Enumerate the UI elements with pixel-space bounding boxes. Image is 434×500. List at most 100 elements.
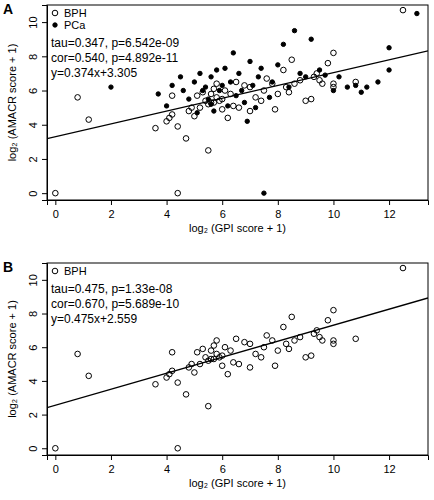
y-tick-mark [42, 448, 47, 449]
point [297, 77, 303, 83]
y-tick-mark [42, 347, 47, 348]
x-axis: 024681012 [48, 455, 429, 475]
x-tick-mark [389, 200, 390, 205]
point [320, 81, 326, 87]
annotation: tau=0.475, p=1.33e-08 [51, 282, 173, 296]
y-tick-mark [42, 159, 47, 160]
point [214, 338, 220, 344]
point [345, 85, 349, 89]
point [219, 353, 225, 359]
x-tick-label: 8 [275, 208, 281, 220]
point [231, 360, 237, 366]
point [264, 76, 270, 82]
point [261, 88, 267, 94]
point [269, 338, 275, 344]
point [281, 42, 285, 46]
panel-label: B [3, 259, 13, 275]
point [175, 190, 181, 196]
panel-label: A [3, 1, 13, 17]
y-tick: 2 [27, 156, 47, 162]
point [175, 445, 181, 451]
point [259, 66, 263, 70]
y-axis: 0246810 [27, 6, 48, 201]
point [256, 75, 260, 79]
point [314, 328, 320, 334]
point [248, 59, 252, 63]
point [183, 392, 189, 398]
point [331, 50, 337, 56]
point [253, 95, 259, 101]
y-axis-title: log₂ (AMACR score + 1) [6, 44, 18, 162]
x-tick-mark [167, 200, 168, 205]
point [387, 68, 391, 72]
x-tick: 2 [108, 200, 114, 220]
point [195, 111, 199, 115]
x-tick-label: 2 [108, 463, 114, 475]
point [214, 68, 218, 72]
point [376, 80, 380, 84]
y-tick-mark [42, 415, 47, 416]
y-tick-mark [42, 381, 47, 382]
x-tick-label: 0 [53, 208, 59, 220]
x-axis-title: log₂ (GPI score + 1) [189, 477, 286, 489]
x-tick-label: 10 [328, 463, 340, 475]
point [286, 89, 292, 95]
x-tick: 4 [164, 455, 170, 475]
point [200, 346, 206, 352]
legend-marker [53, 23, 57, 27]
y-tick-mark [42, 91, 47, 92]
point [219, 96, 225, 102]
point [415, 11, 419, 15]
annotation: tau=0.347, p=6.542e-09 [51, 36, 179, 50]
x-tick: 8 [275, 200, 281, 220]
y-tick-label: 2 [27, 412, 39, 418]
y-axis-title: log₂ (AMACR score + 1) [6, 300, 18, 418]
panel: 0246810120246810log₂ (GPI score + 1)log₂… [3, 1, 429, 234]
point [281, 67, 287, 73]
annotation: cor=0.540, p=4.892e-11 [51, 51, 179, 65]
point [222, 88, 228, 94]
point [53, 445, 59, 451]
y-tick-label: 8 [27, 311, 39, 317]
point [187, 97, 191, 101]
point [365, 85, 369, 89]
point [209, 75, 213, 79]
point [164, 104, 168, 108]
point [86, 117, 92, 123]
point [169, 93, 175, 99]
point [286, 346, 292, 352]
y-tick-label: 6 [27, 88, 39, 94]
y-tick: 2 [27, 412, 47, 418]
point [231, 103, 237, 109]
point [359, 90, 363, 94]
x-tick-label: 8 [275, 463, 281, 475]
y-tick-mark [42, 56, 47, 57]
point [236, 105, 242, 111]
point [203, 85, 207, 89]
point [156, 92, 160, 96]
point [189, 105, 195, 111]
point [209, 102, 213, 106]
x-tick-mark [55, 455, 56, 460]
y-tick-label: 10 [27, 16, 39, 28]
point [400, 265, 406, 271]
point [292, 338, 298, 344]
point [242, 83, 248, 89]
annotation: y=0.475x+2.559 [51, 312, 137, 326]
point [175, 380, 181, 386]
point [225, 115, 231, 121]
point [225, 371, 231, 377]
point [192, 370, 198, 376]
point [331, 341, 337, 347]
point [325, 317, 331, 323]
x-tick: 12 [383, 200, 395, 220]
point [237, 71, 241, 75]
x-tick-label: 2 [108, 208, 114, 220]
point [228, 91, 234, 97]
point [219, 107, 225, 113]
x-tick-label: 10 [328, 208, 340, 220]
x-axis-line [48, 201, 429, 206]
point [86, 373, 92, 379]
point [170, 83, 174, 87]
x-tick-mark [111, 200, 112, 205]
